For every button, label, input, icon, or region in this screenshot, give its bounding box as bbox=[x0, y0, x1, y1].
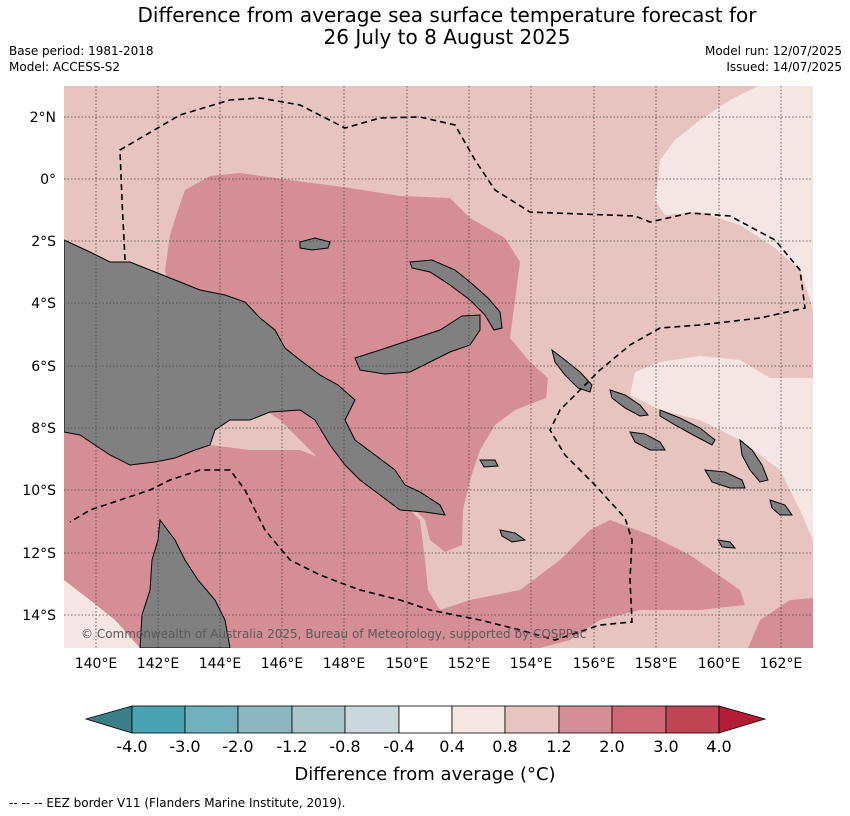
lat-label: 4°S bbox=[31, 296, 56, 312]
title-line-1: Difference from average sea surface temp… bbox=[137, 3, 757, 27]
lat-label: 6°S bbox=[31, 359, 56, 375]
colorbar-segment bbox=[344, 705, 400, 734]
land-santa-isabel bbox=[659, 409, 716, 446]
land-new-guinea bbox=[64, 239, 446, 516]
lon-label: 156°E bbox=[573, 656, 616, 672]
lon-label: 146°E bbox=[261, 656, 304, 672]
lon-label: 154°E bbox=[510, 656, 553, 672]
meta-left: Base period: 1981-2018 Model: ACCESS-S2 bbox=[9, 43, 154, 75]
eez-border bbox=[69, 97, 806, 641]
colorbar-segment bbox=[131, 705, 186, 734]
model-name: Model: ACCESS-S2 bbox=[9, 60, 121, 74]
colorbar-label: -1.2 bbox=[276, 737, 307, 756]
land-small-island bbox=[479, 459, 499, 468]
lon-label: 162°E bbox=[760, 656, 803, 672]
anomaly-band-1-2-2-0 bbox=[748, 598, 813, 648]
land-guadalcanal bbox=[629, 431, 666, 451]
colorbar-label: 0.4 bbox=[439, 737, 464, 756]
land-makira bbox=[704, 469, 746, 489]
lat-label: 0° bbox=[40, 172, 56, 188]
colorbar-segment bbox=[611, 705, 667, 734]
anomaly-band-1-2-2-0 bbox=[64, 400, 745, 648]
colorbar-segment bbox=[718, 705, 767, 734]
land-cape-york bbox=[139, 518, 231, 648]
colorbar-title: Difference from average (°C) bbox=[294, 764, 555, 785]
colorbar-segment bbox=[665, 705, 720, 734]
colorbar-segment bbox=[398, 705, 453, 734]
anomaly-band-0-4-0-8 bbox=[64, 580, 145, 648]
title-line-2: 26 July to 8 August 2025 bbox=[323, 25, 571, 49]
lon-label: 140°E bbox=[75, 656, 118, 672]
lon-label: 158°E bbox=[635, 656, 678, 672]
colorbar-label: -0.8 bbox=[329, 737, 360, 756]
colorbar-segment bbox=[451, 705, 506, 734]
land-manus-island bbox=[299, 237, 331, 251]
colorbar-label: -3.0 bbox=[169, 737, 200, 756]
lon-label: 144°E bbox=[199, 656, 242, 672]
meta-right: Model run: 12/07/2025 Issued: 14/07/2025 bbox=[705, 43, 842, 75]
graticule bbox=[64, 86, 813, 648]
lon-label: 152°E bbox=[448, 656, 491, 672]
longitude-labels: 140°E 142°E 144°E 146°E 148°E 150°E 152°… bbox=[75, 656, 803, 672]
anomaly-band-0-4-0-8 bbox=[630, 356, 813, 540]
lat-label: 10°S bbox=[22, 483, 56, 499]
colorbar-label: 2.0 bbox=[599, 737, 624, 756]
land-choiseul bbox=[609, 389, 649, 417]
colorbar-label: 4.0 bbox=[706, 737, 731, 756]
eez-legend-note: -- -- -- EEZ border V11 (Flanders Marine… bbox=[9, 796, 346, 810]
colorbar-segment bbox=[504, 705, 560, 734]
lon-label: 142°E bbox=[137, 656, 180, 672]
colorbar-label: -0.4 bbox=[383, 737, 414, 756]
latitude-labels: 2°N 0° 2°S 4°S 6°S 8°S 10°S 12°S 14°S bbox=[22, 110, 56, 624]
map-title: Difference from average sea surface temp… bbox=[0, 4, 850, 48]
lon-label: 148°E bbox=[323, 656, 366, 672]
colorbar: -4.0 -3.0 -2.0 -1.2 -0.8 -0.4 0.4 0.8 1.… bbox=[84, 705, 767, 785]
lat-label: 2°S bbox=[31, 234, 56, 250]
land-new-ireland bbox=[409, 259, 503, 331]
land-malaita bbox=[739, 438, 769, 483]
colorbar-label: 3.0 bbox=[653, 737, 678, 756]
colorbar-segment bbox=[84, 705, 133, 734]
colorbar-segment bbox=[184, 705, 239, 734]
lat-label: 2°N bbox=[30, 110, 56, 126]
lat-label: 14°S bbox=[22, 608, 56, 624]
lat-label: 12°S bbox=[22, 546, 56, 562]
map-plot-area: © Commonwealth of Australia 2025, Bureau… bbox=[64, 86, 813, 648]
colorbar-segment bbox=[291, 705, 346, 734]
base-period: Base period: 1981-2018 bbox=[9, 44, 154, 58]
colorbar-label: -4.0 bbox=[116, 737, 147, 756]
issued-date: Issued: 14/07/2025 bbox=[726, 60, 842, 74]
anomaly-band-0-4-0-8 bbox=[655, 86, 813, 310]
land-louisiade bbox=[499, 529, 527, 543]
colorbar-segment bbox=[237, 705, 293, 734]
lon-label: 150°E bbox=[386, 656, 429, 672]
lon-label: 160°E bbox=[698, 656, 741, 672]
colorbar-label: 1.2 bbox=[546, 737, 571, 756]
colorbar-segment bbox=[558, 705, 613, 734]
model-run: Model run: 12/07/2025 bbox=[704, 44, 842, 58]
map-copyright: © Commonwealth of Australia 2025, Bureau… bbox=[81, 627, 586, 641]
colorbar-label: -2.0 bbox=[222, 737, 253, 756]
land-small-island bbox=[717, 539, 737, 549]
lat-label: 8°S bbox=[31, 421, 56, 437]
colorbar-label: 0.8 bbox=[492, 737, 517, 756]
land-new-britain bbox=[354, 314, 481, 375]
